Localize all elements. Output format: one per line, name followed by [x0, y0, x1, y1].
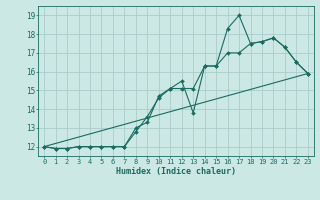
X-axis label: Humidex (Indice chaleur): Humidex (Indice chaleur) [116, 167, 236, 176]
